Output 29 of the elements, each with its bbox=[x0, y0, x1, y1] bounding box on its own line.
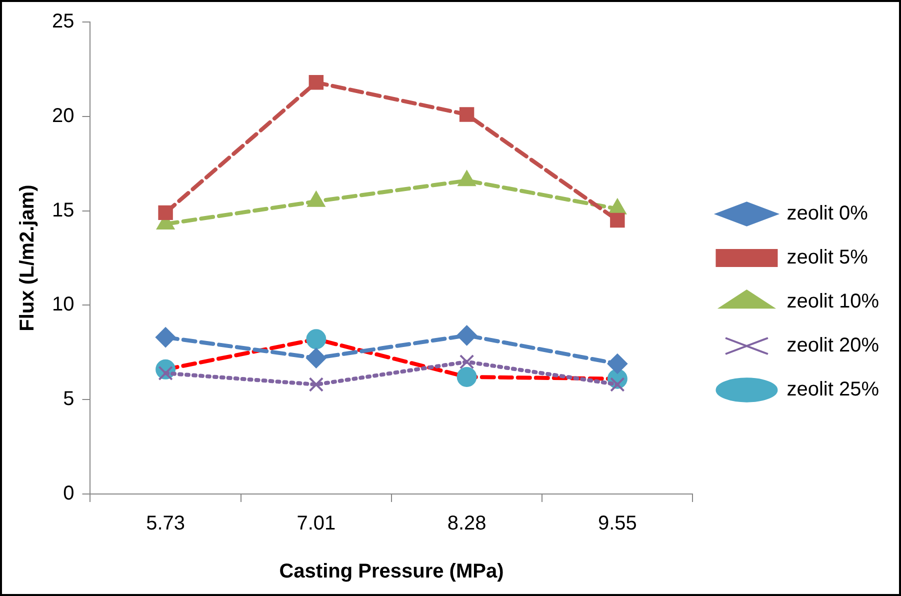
y-tick-label: 20 bbox=[52, 104, 74, 127]
legend-label: zeolit 20% bbox=[786, 334, 880, 357]
legend-label: zeolit 10% bbox=[786, 290, 880, 313]
legend-label: zeolit 0% bbox=[786, 202, 868, 225]
point bbox=[459, 107, 474, 122]
y-axis-title: Flux (L/m2.jam) bbox=[16, 184, 39, 332]
point bbox=[306, 348, 326, 368]
x-tick-label: 7.01 bbox=[296, 512, 336, 535]
point bbox=[156, 327, 176, 348]
y-tick-label: 15 bbox=[52, 199, 74, 222]
point bbox=[607, 354, 628, 374]
x-tick-label: 8.28 bbox=[447, 512, 486, 535]
legend-label: zeolit 25% bbox=[786, 378, 880, 401]
point bbox=[459, 354, 474, 370]
x-axis-title: Casting Pressure (MPa) bbox=[279, 560, 504, 583]
point bbox=[456, 366, 477, 387]
y-tick-label: 0 bbox=[63, 482, 74, 505]
point bbox=[308, 75, 324, 90]
point bbox=[610, 212, 625, 228]
x-tick-label: 5.73 bbox=[146, 512, 186, 535]
y-tick-label: 5 bbox=[63, 388, 74, 410]
legend-label: zeolit 5% bbox=[786, 246, 868, 269]
point bbox=[158, 205, 173, 220]
point bbox=[308, 377, 324, 392]
y-tick-label: 10 bbox=[52, 294, 74, 316]
point bbox=[456, 325, 477, 346]
y-tick-label: 25 bbox=[52, 10, 74, 33]
point bbox=[306, 329, 326, 350]
x-tick-label: 9.55 bbox=[598, 512, 637, 535]
